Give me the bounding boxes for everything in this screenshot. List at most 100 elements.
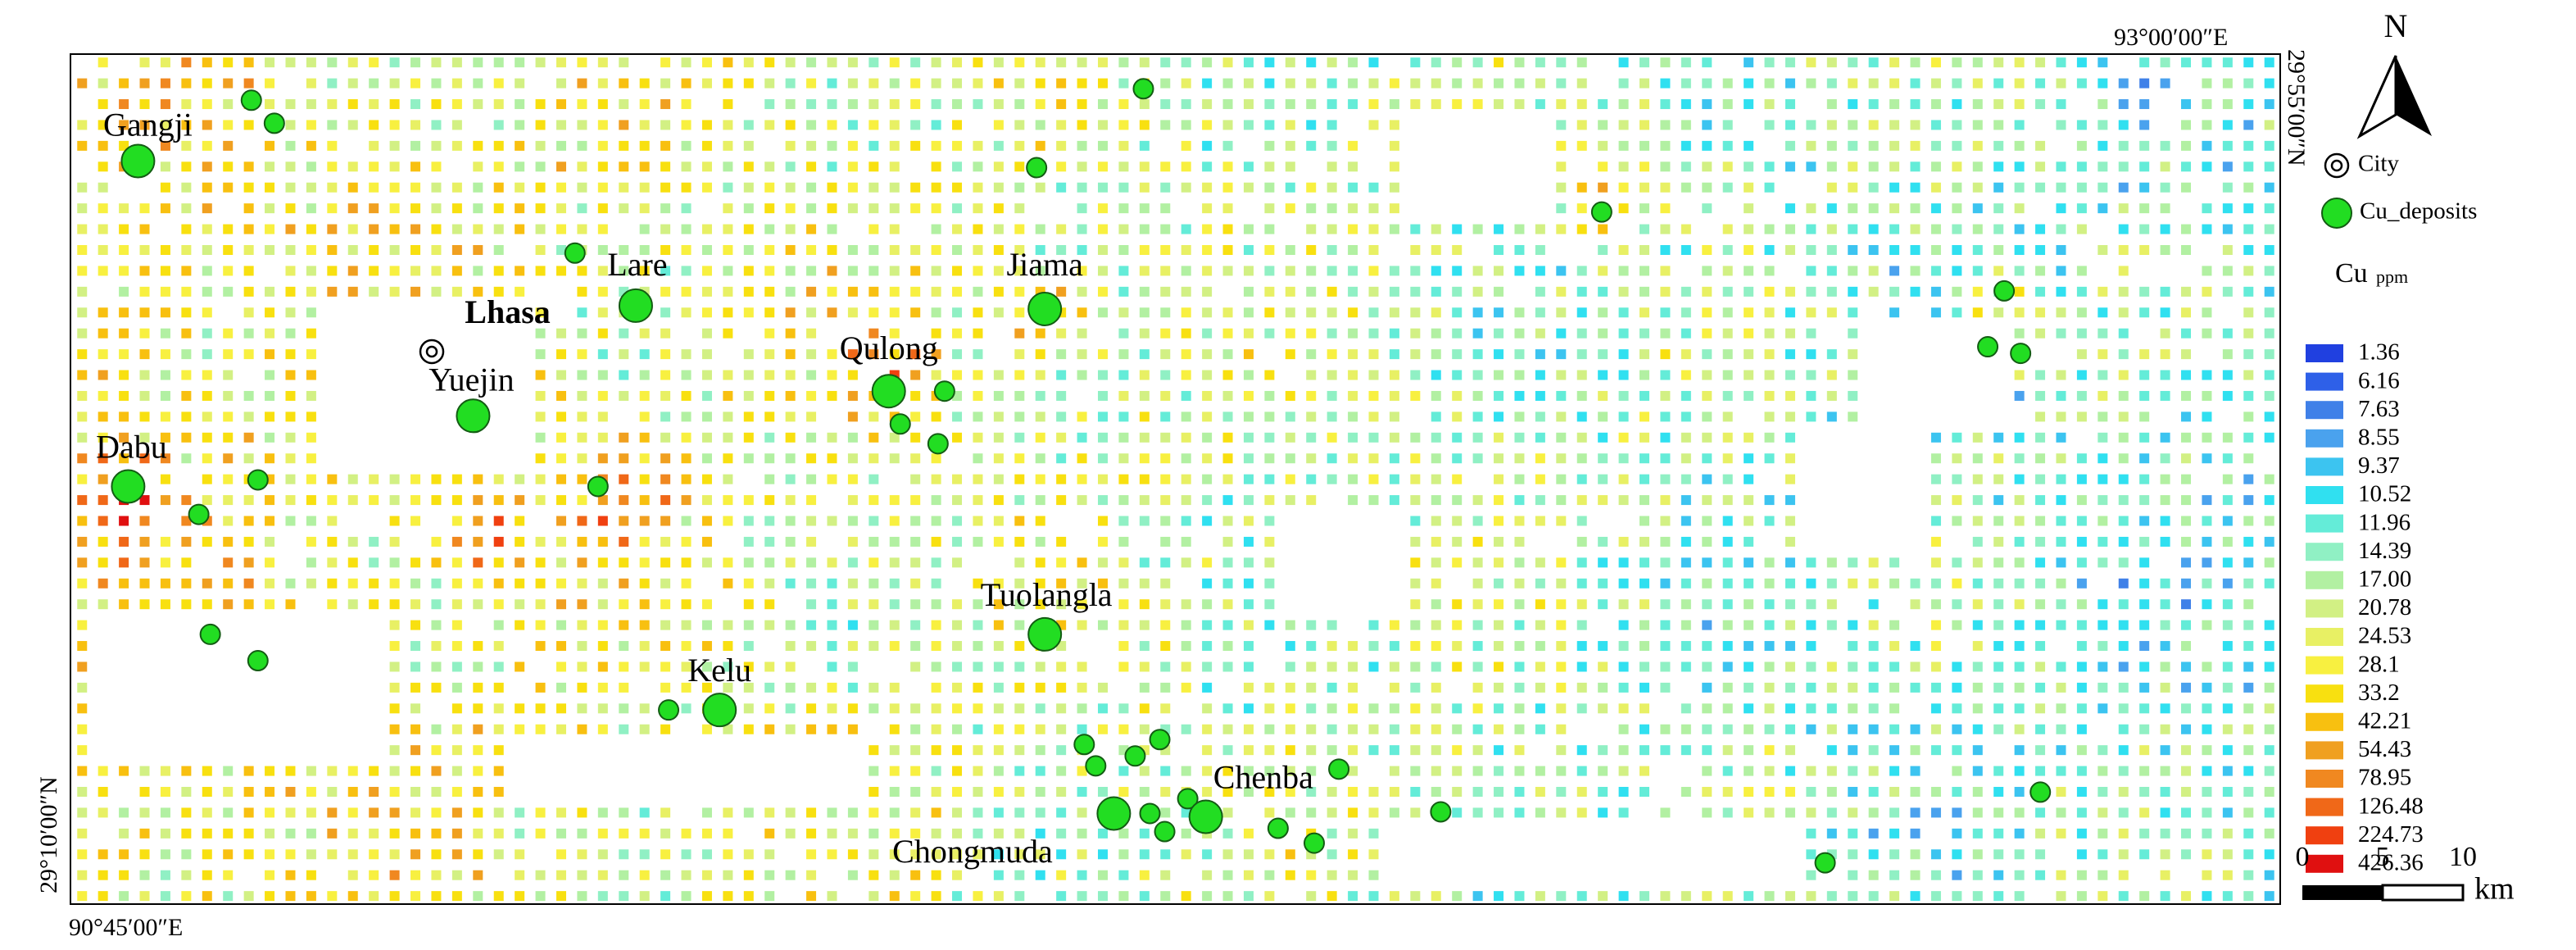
raster-cell	[473, 703, 483, 714]
raster-cell	[681, 828, 692, 839]
raster-cell	[1327, 745, 1337, 756]
raster-cell	[2243, 370, 2254, 380]
raster-cell	[868, 703, 879, 714]
legend-unit: ppm	[2376, 266, 2408, 287]
raster-cell	[1556, 557, 1567, 568]
raster-cell	[1702, 453, 1712, 464]
raster-cell	[1618, 745, 1629, 756]
raster-cell	[785, 578, 796, 589]
raster-cell	[77, 474, 88, 484]
raster-cell	[1035, 787, 1045, 798]
raster-cell	[1930, 266, 1941, 276]
raster-cell	[993, 495, 1004, 506]
raster-cell	[764, 78, 775, 89]
raster-cell	[2160, 849, 2170, 860]
raster-cell	[910, 474, 921, 484]
raster-cell	[597, 578, 608, 589]
raster-cell	[619, 203, 629, 214]
raster-cell	[1576, 78, 1587, 89]
raster-cell	[2035, 849, 2046, 860]
raster-cell	[389, 474, 400, 484]
raster-cell	[619, 599, 629, 610]
raster-cell	[1348, 245, 1358, 256]
raster-cell	[389, 620, 400, 630]
raster-cell	[2202, 766, 2212, 776]
raster-cell	[1764, 390, 1775, 401]
raster-cell	[1930, 182, 1941, 193]
raster-cell	[1868, 140, 1879, 151]
raster-cell	[1889, 120, 1900, 130]
raster-cell	[2181, 578, 2192, 589]
raster-cell	[973, 161, 983, 172]
raster-cell	[2035, 578, 2046, 589]
raster-cell	[1368, 370, 1379, 380]
raster-cell	[2014, 557, 2025, 568]
raster-cell	[785, 328, 796, 339]
deposit	[658, 699, 680, 721]
raster-cell	[1368, 411, 1379, 422]
raster-cell	[2098, 599, 2108, 610]
raster-cell	[1744, 620, 1754, 630]
raster-cell	[1910, 57, 1921, 68]
raster-cell	[868, 578, 879, 589]
raster-cell	[1097, 266, 1108, 276]
raster-cell	[952, 182, 963, 193]
raster-cell	[1702, 661, 1712, 672]
raster-cell	[1452, 453, 1463, 464]
raster-cell	[2118, 203, 2129, 214]
raster-cell	[577, 536, 587, 547]
raster-cell	[1285, 682, 1295, 693]
raster-cell	[1576, 120, 1587, 130]
raster-cell	[369, 828, 379, 839]
raster-cell	[2160, 140, 2170, 151]
raster-cell	[98, 203, 108, 214]
raster-cell	[451, 599, 462, 610]
raster-cell	[535, 99, 546, 110]
raster-cell	[1764, 495, 1775, 506]
raster-cell	[1077, 703, 1087, 714]
raster-cell	[265, 224, 275, 234]
raster-cell	[806, 224, 817, 234]
raster-cell	[1035, 349, 1045, 360]
raster-cell	[1972, 557, 1983, 568]
raster-cell	[1160, 432, 1171, 443]
raster-cell	[515, 516, 525, 526]
raster-cell	[806, 349, 817, 360]
raster-cell	[1744, 390, 1754, 401]
raster-cell	[1785, 203, 1795, 214]
raster-cell	[1056, 370, 1067, 380]
raster-cell	[306, 328, 316, 339]
raster-cell	[389, 724, 400, 734]
raster-cell	[535, 620, 546, 630]
raster-cell	[1598, 661, 1608, 672]
raster-cell	[2243, 849, 2254, 860]
raster-cell	[119, 432, 129, 443]
raster-cell	[1764, 703, 1775, 714]
raster-cell	[2035, 78, 2046, 89]
raster-cell	[743, 286, 754, 297]
raster-cell	[1014, 745, 1025, 756]
raster-cell	[306, 516, 316, 526]
raster-cell	[2264, 578, 2274, 589]
raster-cell	[806, 57, 817, 68]
raster-cell	[806, 182, 817, 193]
raster-cell	[119, 828, 129, 839]
raster-cell	[1160, 599, 1171, 610]
raster-cell	[2076, 724, 2087, 734]
raster-cell	[910, 432, 921, 443]
raster-cell	[952, 516, 963, 526]
raster-cell	[1410, 266, 1421, 276]
raster-cell	[1785, 245, 1795, 256]
raster-cell	[1077, 891, 1087, 902]
raster-cell	[2243, 182, 2254, 193]
raster-cell	[451, 557, 462, 568]
raster-cell	[1097, 99, 1108, 110]
raster-cell	[806, 599, 817, 610]
raster-cell	[1722, 682, 1733, 693]
raster-cell	[577, 661, 587, 672]
raster-cell	[1535, 57, 1545, 68]
raster-cell	[473, 474, 483, 484]
raster-cell	[1514, 266, 1525, 276]
raster-cell	[2160, 745, 2170, 756]
raster-cell	[2181, 245, 2192, 256]
